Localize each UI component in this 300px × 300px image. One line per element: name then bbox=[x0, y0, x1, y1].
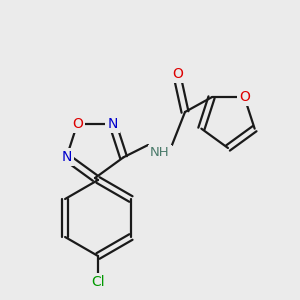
Text: O: O bbox=[72, 117, 83, 131]
Text: N: N bbox=[61, 150, 72, 164]
Text: O: O bbox=[239, 90, 250, 104]
Text: Cl: Cl bbox=[91, 275, 105, 289]
Text: N: N bbox=[107, 117, 118, 131]
Text: O: O bbox=[172, 67, 183, 81]
Text: NH: NH bbox=[150, 146, 170, 160]
